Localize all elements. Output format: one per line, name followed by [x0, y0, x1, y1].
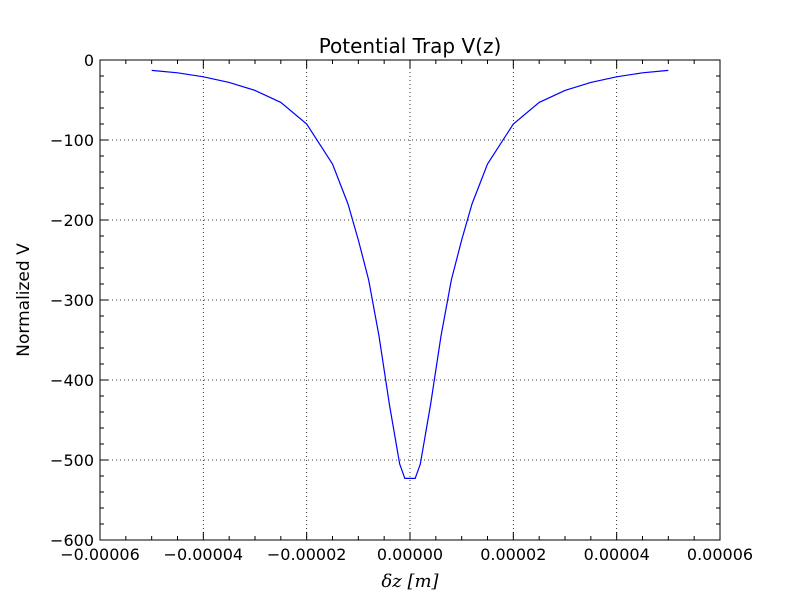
- y-tick-label: −300: [50, 291, 94, 310]
- x-tick-label: 0.00004: [584, 545, 650, 564]
- y-tick-label: −100: [50, 131, 94, 150]
- x-tick-label: −0.00004: [164, 545, 244, 564]
- y-tick-label: −200: [50, 211, 94, 230]
- series-line: [151, 69, 669, 479]
- y-tick-label: −400: [50, 371, 94, 390]
- x-tick-label: 0.00006: [687, 545, 753, 564]
- x-tick-label: 0.00000: [377, 545, 443, 564]
- x-axis-label: δz [m]: [381, 571, 439, 592]
- y-tick-label: −500: [50, 451, 94, 470]
- curve-layer: [151, 69, 669, 479]
- x-tick-label: −0.00006: [60, 545, 140, 564]
- x-tick-label: −0.00002: [267, 545, 347, 564]
- y-axis-label: Normalized V: [14, 243, 34, 357]
- y-tick-label: −600: [50, 531, 94, 550]
- grid-layer: [100, 60, 720, 540]
- chart-title: Potential Trap V(z): [319, 34, 502, 58]
- y-tick-label: 0: [84, 51, 94, 70]
- tick-layer: −0.00006 −0.00004 −0.00002 0.00000 0.00002 0.…: [50, 51, 753, 564]
- x-tick-label: 0.00002: [480, 545, 546, 564]
